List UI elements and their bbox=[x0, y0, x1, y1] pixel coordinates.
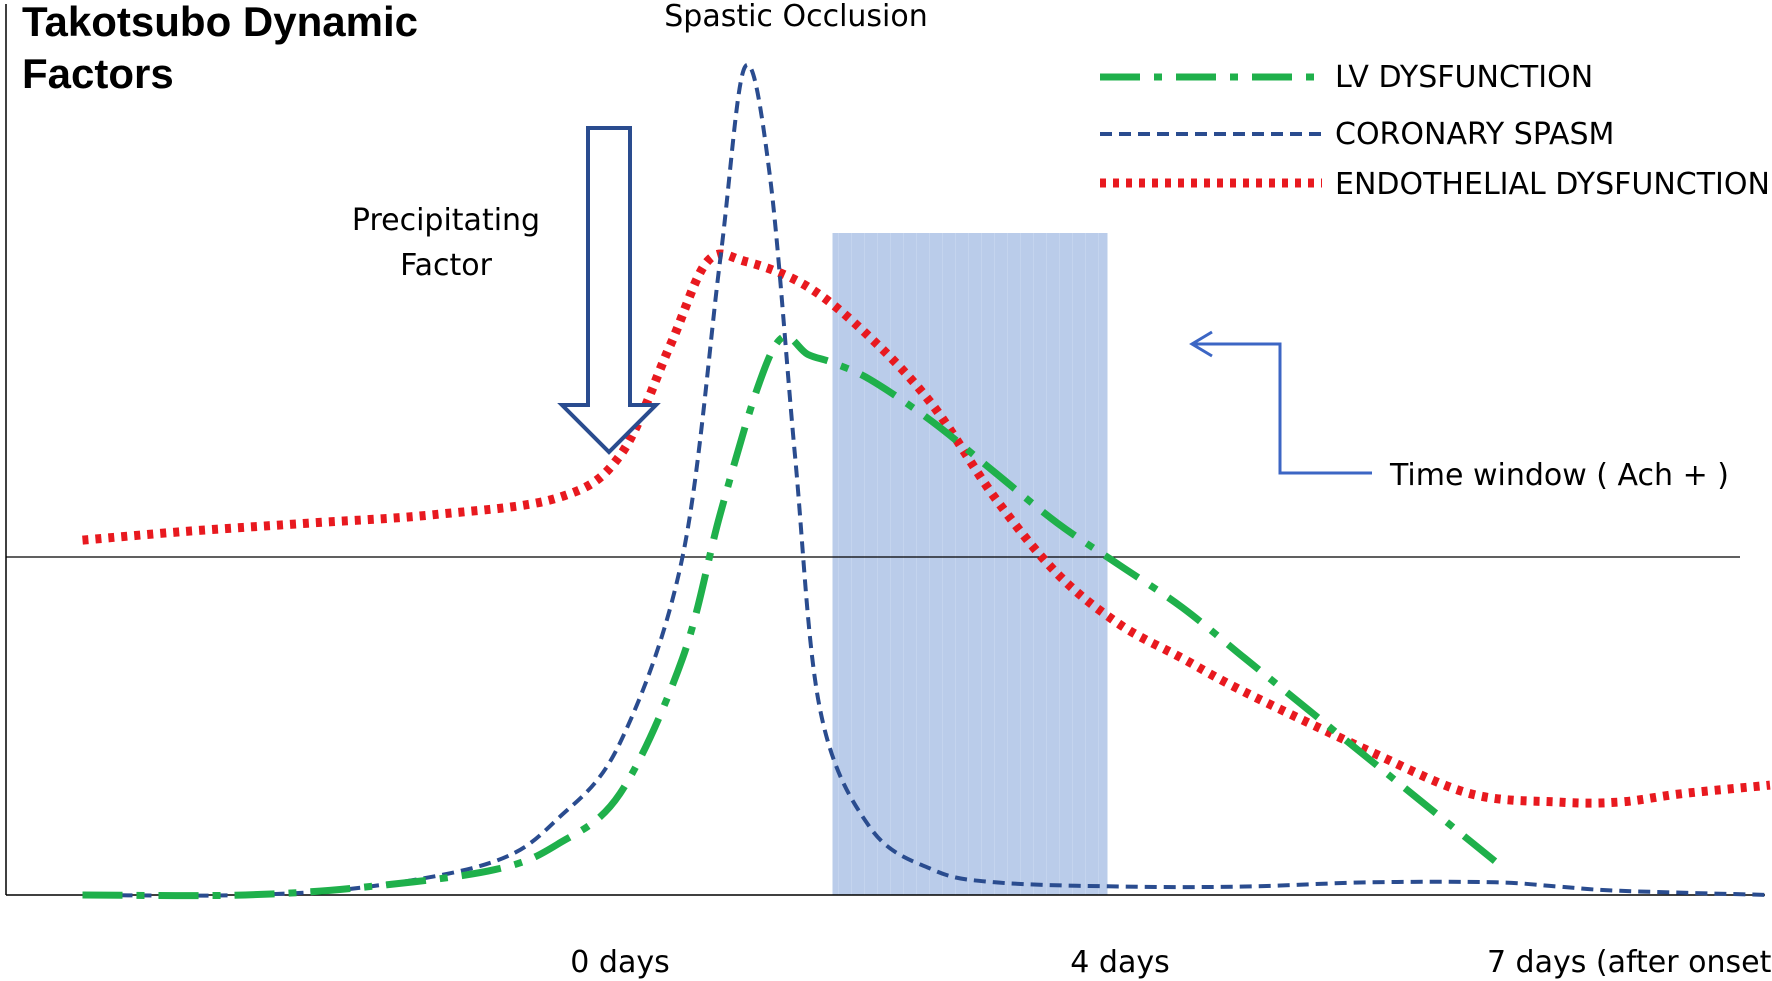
time-window-band bbox=[832, 233, 1108, 895]
x-tick-labels: 0 days 4 days 7 days (after onset) bbox=[570, 945, 1772, 980]
legend-label-lv-dysfunction: LV DYSFUNCTION bbox=[1335, 60, 1593, 95]
x-tick-label: 4 days bbox=[1070, 945, 1169, 980]
legend-label-endothelial-dysfunction: ENDOTHELIAL DYSFUNCTION bbox=[1335, 167, 1770, 202]
series-line-coronary-spasm bbox=[82, 62, 1771, 898]
chart-title-line-2: Factors bbox=[22, 50, 174, 97]
series-line-endothelial-dysfunction bbox=[82, 249, 1771, 808]
annotation-precipitating-line-2: Factor bbox=[400, 248, 492, 283]
time-window-pointer-arrow-icon bbox=[1189, 330, 1372, 475]
chart-title-line-1: Takotsubo Dynamic bbox=[22, 0, 418, 45]
legend-label-coronary-spasm: CORONARY SPASM bbox=[1335, 117, 1614, 152]
time-window-stripes bbox=[838, 233, 1099, 895]
x-tick-label: 7 days (after onset) bbox=[1487, 945, 1772, 980]
precipitating-factor-arrow-icon bbox=[557, 126, 661, 455]
annotation-precipitating-line-1: Precipitating bbox=[352, 203, 540, 238]
annotation-spastic-occlusion: Spastic Occlusion bbox=[664, 0, 928, 34]
series-line-lv-dysfunction bbox=[82, 332, 1498, 900]
annotation-time-window: Time window ( Ach + ) bbox=[1389, 458, 1729, 493]
legend: LV DYSFUNCTION CORONARY SPASM ENDOTHELIA… bbox=[1100, 60, 1770, 202]
x-tick-label: 0 days bbox=[570, 945, 669, 980]
